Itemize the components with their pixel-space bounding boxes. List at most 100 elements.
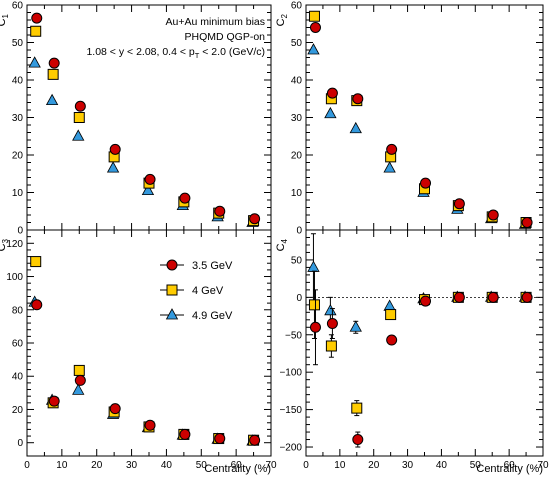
y-tick-label: 0 [17,226,23,237]
y-tick-label: 40 [12,372,24,383]
panel-top-left: 0 10 20 30 40 50 60C1 Au+Au minimum bias PHQMD Q… [0,1,272,237]
x-tick-label: 10 [334,460,346,471]
series-4-9-gev [307,233,532,334]
data-point [307,260,320,272]
data-point [214,433,226,445]
y-tick-label: 10 [291,188,303,199]
data-point [72,383,85,395]
y-tick-label: 120 [6,239,23,250]
data-point [420,177,432,189]
series-3-5-gev [309,22,533,228]
legend-label: 4 GeV [192,285,224,297]
legend-label: 4.9 GeV [192,310,233,322]
legend: 3.5 GeV 4 GeV 4.9 GeV [160,259,233,322]
data-point [30,256,42,268]
series-3-5-gev [309,289,533,448]
x-tick-label: 70 [265,460,277,471]
data-point [324,106,337,119]
y-tick-label: 60 [12,1,24,12]
data-point [487,291,499,303]
data-point [383,161,396,173]
data-point [166,259,178,271]
x-tick-label: 40 [161,460,173,471]
legend-item: 4 GeV [160,284,224,297]
y-tick-label: −150 [279,405,302,416]
x-tick-label: 20 [368,460,380,471]
data-point [307,43,320,55]
data-point [349,121,362,134]
x-tick-label: 60 [231,460,243,471]
data-point [109,403,121,415]
x-tick-label: 30 [126,460,138,471]
data-point [166,284,178,296]
series-3-5-gev [31,12,261,225]
data-point [30,25,42,37]
y-axis-label: C2 [275,13,289,26]
data-point [487,209,499,221]
x-tick-label: 70 [537,460,549,471]
annotation-model: PHQMD QGP-on [184,31,265,43]
y-tick-label: 20 [12,151,24,162]
data-point [28,56,41,68]
y-tick-label: 0 [296,293,302,304]
data-point [106,161,120,173]
data-point [109,143,121,155]
y-tick-label: −50 [285,330,302,341]
x-tick-label: 20 [91,460,103,471]
x-tick-label: 50 [196,460,208,471]
y-tick-label: 30 [12,113,24,124]
data-point [214,205,226,217]
y-axis-label: C3 [0,238,10,251]
x-tick-label: 60 [504,460,516,471]
legend-item: 4.9 GeV [160,308,233,322]
y-tick-label: 30 [291,113,303,124]
data-point [141,183,155,196]
data-point [386,143,398,155]
legend-item: 3.5 GeV [160,259,233,272]
data-point [420,295,432,307]
annotation-cuts: 1.08 < y < 2.08, 0.4 < pT < 2.0 (GeV/c) [86,46,265,60]
data-point [47,68,59,80]
data-point [48,57,60,69]
data-point [73,364,85,376]
data-point [179,192,191,204]
data-point [309,22,321,33]
x-tick-label: 30 [402,460,414,471]
x-tick-label: 10 [56,460,68,471]
data-point [48,395,60,407]
data-point [179,428,191,440]
y-tick-label: 50 [291,255,303,266]
data-point [453,291,465,303]
data-point [74,374,86,386]
x-axis-label: Centrality (%) [476,463,543,475]
data-point [31,299,43,311]
y-tick-label: 20 [291,151,303,162]
data-point [72,129,85,141]
y-tick-label: 10 [12,188,24,199]
data-point [453,198,465,210]
data-point [349,320,362,332]
series-4-9-gev [28,56,259,227]
series-4-9-gev [307,43,532,229]
y-tick-label: 60 [12,339,24,350]
series-4-gev [30,256,260,446]
data-point [74,100,86,112]
data-point [352,93,364,105]
data-point [326,87,338,99]
y-axis-label: C1 [0,13,10,26]
y-tick-label: 40 [12,76,24,87]
x-axis-label: Centrality (%) [204,463,271,475]
panel-frame [305,229,544,457]
y-tick-label: −200 [279,443,302,454]
y-tick-label: −100 [279,368,302,379]
panel-bottom-right: 0 10 20 30 40 50 60 70−200−150−100−50050C4Centr… [275,229,549,475]
data-point [521,291,533,303]
data-point [383,299,396,311]
data-point [249,434,261,446]
data-point [386,334,398,346]
data-point [45,93,59,106]
panel-bottom-left: 0 10 20 30 40 50 60 70 0 20 40 60 80 100 120C3 Centrali… [0,229,277,475]
legend-label: 3.5 GeV [192,260,233,272]
